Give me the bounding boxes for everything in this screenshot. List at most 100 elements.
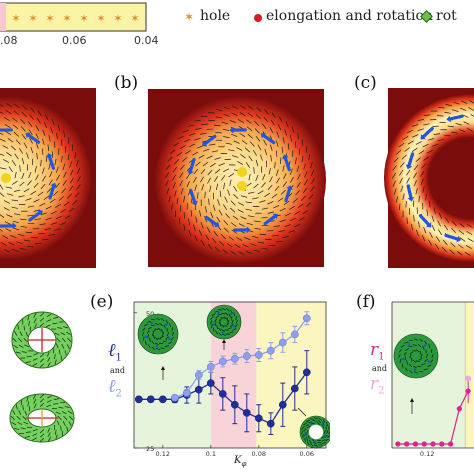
inset-director [229, 331, 234, 334]
director-line [282, 236, 289, 238]
director-line [212, 204, 216, 211]
chart-e: 0.12 0.1 0.08 0.06 25 50 [133, 301, 330, 458]
director-line [273, 225, 280, 228]
ring-dash [39, 363, 45, 368]
flow-arrow-head [282, 154, 289, 160]
director-line [261, 182, 266, 188]
director-line [392, 165, 397, 171]
inset-director [425, 354, 429, 358]
ring-dash [56, 337, 61, 343]
inset-director [430, 359, 434, 363]
director-line [27, 245, 34, 248]
snapshot-b [148, 89, 326, 267]
inset-director [166, 332, 170, 336]
director-line [451, 220, 457, 226]
director-line [461, 100, 468, 104]
ring-dash [23, 421, 29, 425]
director-line [43, 195, 50, 200]
chart-f-ylabel-1-main: r [370, 340, 379, 360]
director-line [259, 233, 267, 236]
director-line [29, 114, 34, 120]
data-point-r1 [456, 406, 462, 412]
ring-dash [47, 362, 51, 367]
director-line [171, 203, 173, 210]
director-line [285, 121, 289, 128]
inset-director [305, 424, 309, 427]
chart-e-ylabel-1: ℓ1 [108, 340, 122, 364]
inset-director [314, 444, 318, 447]
director-line [238, 223, 245, 227]
director-line [241, 140, 248, 145]
ring-dash [39, 312, 45, 317]
director-line [451, 227, 457, 234]
director-line [25, 198, 32, 201]
director-line [449, 249, 455, 255]
director-line [43, 122, 48, 129]
director-line [289, 205, 295, 210]
director-line [189, 143, 196, 148]
ring-dash [58, 406, 64, 409]
director-line [231, 155, 239, 158]
chart-e-ytick-label: 50 [146, 310, 154, 318]
ring-dash [13, 344, 18, 349]
director-line [180, 164, 185, 170]
director-line [3, 117, 10, 121]
director-line [220, 234, 226, 240]
data-point-r1 [395, 441, 401, 447]
ring-dash [64, 406, 70, 409]
director-line [37, 191, 44, 197]
director-line [12, 248, 19, 252]
director-line [415, 141, 422, 145]
flow-arrow [263, 214, 277, 226]
flow-arrow-head [286, 185, 293, 191]
ring-dash [39, 402, 45, 407]
flow-arrow [262, 134, 276, 145]
chart-e-ylabel-and: and [110, 366, 126, 375]
director-line [302, 209, 309, 215]
director-line [47, 144, 50, 152]
director-line [236, 147, 243, 151]
inset-director [160, 335, 164, 339]
inset-flow-mark [309, 422, 313, 425]
ring-dash [67, 410, 73, 414]
director-line [42, 129, 46, 136]
inset-director [210, 316, 214, 320]
ring-dash [25, 431, 31, 433]
director-line [55, 166, 59, 173]
ring-dash [32, 437, 37, 441]
director-line [21, 112, 27, 118]
director-line [64, 215, 71, 219]
director-line [27, 180, 32, 186]
ring-dash [63, 415, 68, 421]
director-line [302, 187, 308, 194]
inset-director [146, 330, 150, 334]
inset-director [398, 349, 402, 353]
director-line [60, 208, 67, 213]
director-line [23, 239, 31, 242]
director-line [413, 164, 419, 171]
ring-dash [57, 415, 62, 421]
director-line [269, 176, 273, 183]
director-line [215, 109, 223, 112]
director-line [203, 148, 210, 152]
director-line [53, 190, 59, 196]
chart-e-frame [133, 301, 327, 449]
director-line [466, 231, 473, 235]
director-line [44, 228, 52, 230]
director-line [233, 185, 238, 192]
inset-director [226, 317, 229, 322]
director-line [68, 207, 75, 213]
director-line [229, 119, 236, 123]
director-line [233, 194, 239, 199]
director-line [237, 119, 244, 123]
ring-dash [19, 331, 23, 337]
director-line [2, 235, 9, 239]
inset-pointer-head [161, 366, 165, 370]
chart-f: 0.12 [391, 301, 474, 458]
director-line [0, 192, 5, 197]
inset-director [157, 327, 162, 331]
director-line [14, 103, 20, 109]
director-line [207, 170, 213, 176]
inset-flow-mark [221, 331, 225, 334]
flow-arrow [283, 156, 291, 172]
